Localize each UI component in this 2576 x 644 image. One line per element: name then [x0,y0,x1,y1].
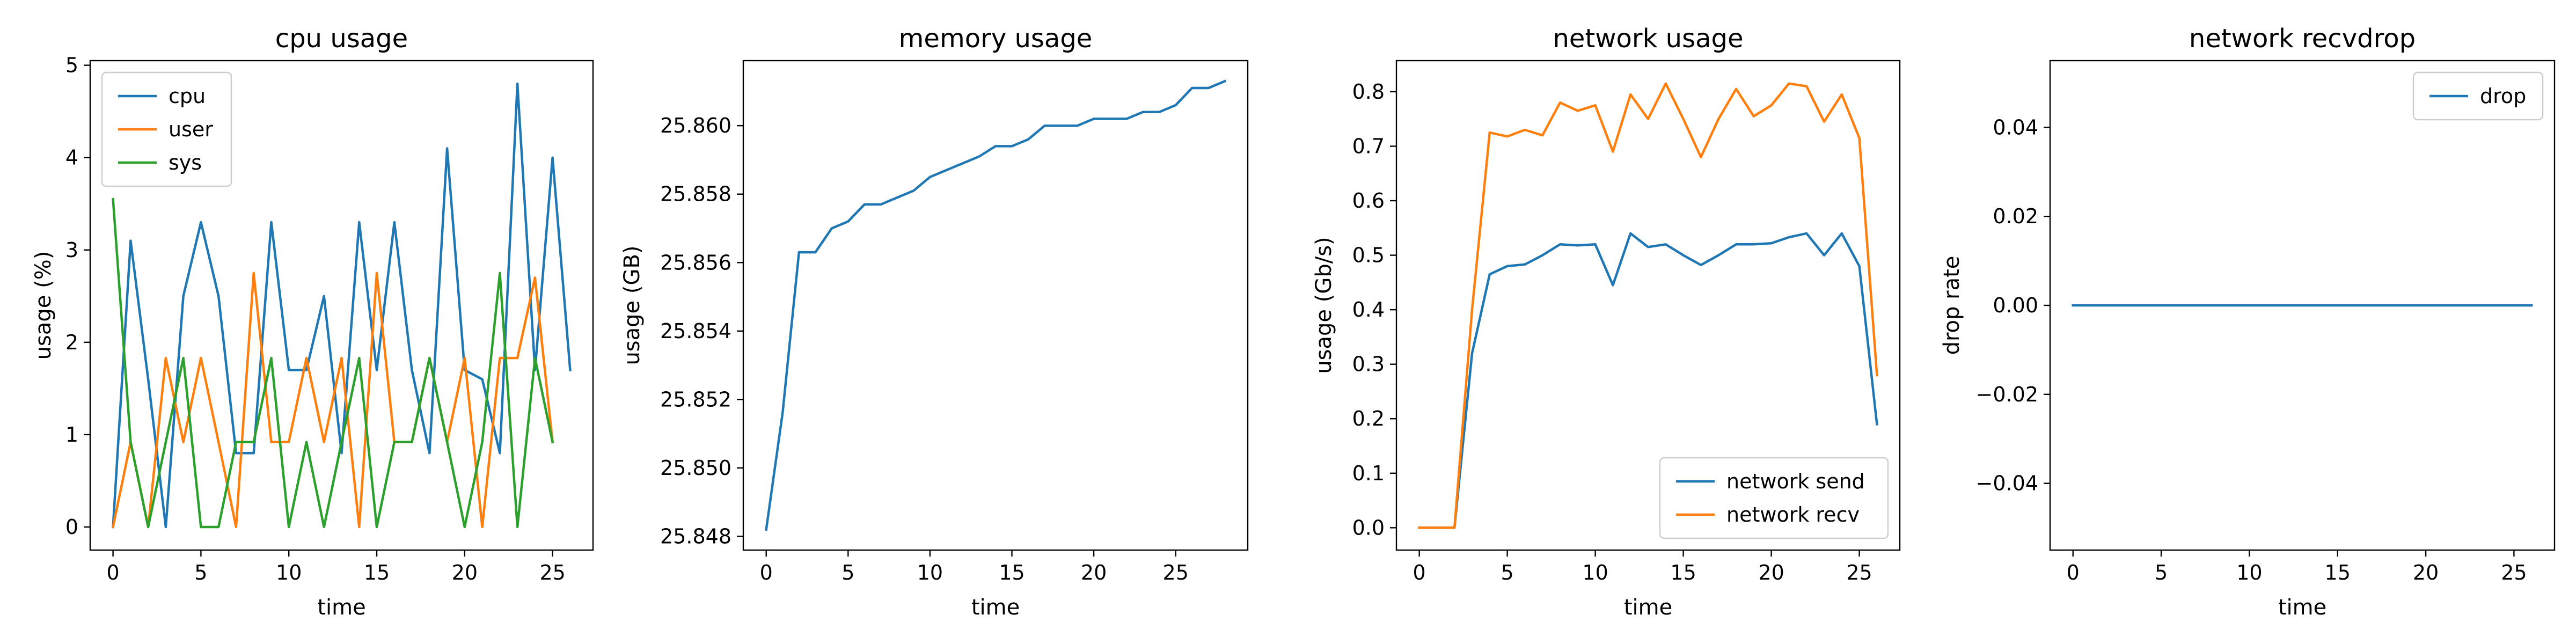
x-tick-label: 10 [917,561,943,584]
legend-label: network recv [1726,503,1860,526]
x-tick-label: 5 [841,561,854,584]
y-tick-label: 0.7 [1352,134,1385,158]
x-tick-label: 0 [1413,561,1426,584]
x-tick-label: 10 [1582,561,1608,584]
x-tick-label: 20 [452,561,478,584]
x-tick-label: 20 [1081,561,1107,584]
x-tick-label: 5 [1501,561,1514,584]
y-tick-label: 25.854 [660,319,731,343]
legend-label: cpu [169,84,206,108]
x-tick-label: 0 [760,561,773,584]
x-axis-label: time [317,595,365,620]
x-tick-label: 5 [2155,561,2168,584]
x-axis-label: time [971,595,1020,620]
y-tick-label: 25.858 [660,182,731,206]
y-tick-label: 25.860 [660,114,731,137]
x-tick-label: 15 [1670,561,1696,584]
y-axis-label: usage (Gb/s) [1312,237,1336,374]
chart-title: network usage [1553,24,1743,54]
y-tick-label: 5 [65,54,78,77]
y-axis-label: usage (GB) [620,245,645,365]
chart-title: memory usage [899,24,1093,54]
x-tick-label: 10 [276,561,302,584]
y-axis-label: drop rate [1940,256,1964,355]
x-tick-label: 25 [2501,561,2527,584]
legend-label: network send [1726,470,1865,493]
series-line-cpu [112,82,572,529]
y-tick-label: 0.02 [1993,204,2038,228]
y-tick-label: 0.4 [1352,298,1385,321]
chart-title: network recvdrop [2189,24,2416,54]
legend: drop [2412,71,2544,121]
legend: network send network recv [1659,457,1889,539]
y-tick-label: −0.04 [1976,472,2038,495]
x-axis-label: time [1624,595,1672,620]
chart-panel-2: 0 5 10 15 20 25 25.848 25.850 25.852 25.854 25.856… [620,24,1249,620]
x-tick-label: 15 [2325,561,2351,584]
series-line-user [111,272,554,529]
y-tick-label: 0.6 [1352,189,1385,213]
legend-box [101,71,232,187]
y-tick-label: −0.02 [1976,383,2038,406]
y-tick-label: 0.2 [1352,407,1385,430]
x-tick-label: 0 [106,561,119,584]
legend: cpu user sys [101,71,232,187]
y-tick-label: 0.00 [1993,294,2038,317]
y-tick-label: 1 [65,423,78,447]
y-axis-label: usage (%) [31,251,56,360]
chart-panel-3: 0 5 10 15 20 25 0.0 0.1 0.2 0.3 0.4 0.5 0.6 0.7 0.8 net… [1312,24,1901,620]
legend-label: sys [169,151,202,174]
y-tick-label: 0.3 [1352,353,1385,376]
x-tick-label: 25 [1163,561,1189,584]
x-tick-label: 15 [999,561,1024,584]
axes-frame [89,60,594,551]
x-tick-label: 0 [2067,561,2080,584]
legend-box [2412,71,2544,121]
legend-label: user [169,118,213,141]
y-tick-label: 25.852 [660,387,731,411]
chart-panel-4: 0 5 10 15 20 25 −0.04 −0.02 0.00 0.02 0.04 network … [1940,24,2556,620]
x-tick-label: 5 [194,561,207,584]
y-tick-label: 25.850 [660,456,731,480]
x-axis-label: time [2278,595,2326,620]
x-tick-label: 10 [2236,561,2262,584]
series-line-sys [112,197,554,529]
legend-label: drop [2480,84,2526,108]
y-tick-label: 2 [65,331,78,354]
series-line-network-recv [1418,82,1878,529]
y-tick-label: 0.8 [1352,80,1385,104]
series-line-data [765,79,1227,531]
y-tick-label: 0 [65,515,78,539]
chart-panel-1: 0 5 10 15 20 25 0 1 2 3 4 5 cpu usage time usage (%) cp… [31,24,594,620]
y-tick-label: 0.0 [1352,516,1385,539]
y-tick-label: 25.856 [660,251,731,274]
y-tick-label: 4 [65,146,78,170]
y-tick-label: 3 [65,238,78,262]
y-tick-label: 25.848 [660,524,731,548]
legend-box [1659,457,1889,539]
axes-frame [1395,60,1901,551]
series-line-network-send [1418,232,1878,529]
x-tick-label: 20 [2413,561,2439,584]
x-tick-label: 20 [1758,561,1784,584]
x-tick-label: 25 [1846,561,1872,584]
y-tick-label: 0.5 [1352,244,1385,267]
y-tick-label: 0.1 [1352,462,1385,485]
chart-title: cpu usage [275,24,408,54]
y-tick-label: 0.04 [1993,115,2038,139]
axes-frame [742,60,1249,551]
x-tick-label: 15 [364,561,390,584]
x-tick-label: 25 [539,561,565,584]
